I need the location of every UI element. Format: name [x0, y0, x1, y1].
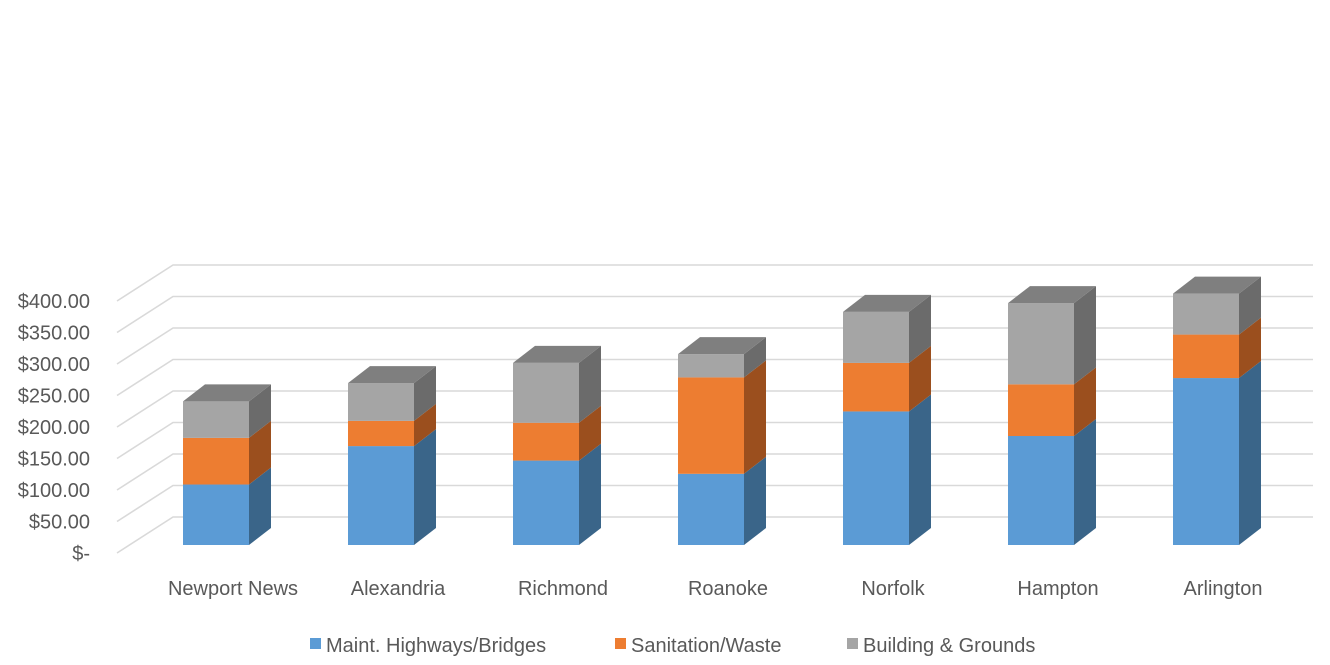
bar-side-maint-highways-bridges [909, 394, 931, 545]
bar-segment [678, 377, 744, 474]
bar-segment [843, 411, 909, 545]
legend-swatch [847, 638, 858, 649]
bar-segment [183, 401, 249, 438]
y-tick-label: $250.00 [18, 386, 90, 408]
bar-side-maint-highways-bridges [1074, 419, 1096, 545]
y-tick-label: $50.00 [29, 512, 90, 534]
bar-segment [678, 473, 744, 545]
bar-segment [1173, 378, 1239, 545]
legend-label: Building & Grounds [863, 635, 1035, 657]
gridlines [116, 264, 1313, 554]
bar-side-maint-highways-bridges [1239, 361, 1261, 545]
bar-side-sanitation-waste [744, 360, 766, 474]
bar-side-building-grounds [1239, 276, 1261, 335]
legend-item: Maint. Highways/Bridges [310, 635, 546, 657]
legend-item: Sanitation/Waste [615, 635, 781, 657]
gridline [116, 358, 1313, 397]
bar-top-face [348, 366, 436, 384]
legend-swatch [615, 638, 626, 649]
bar-side-sanitation-waste [1239, 317, 1261, 379]
bar-segment [678, 354, 744, 378]
bar-segment [183, 437, 249, 485]
gridline [116, 421, 1313, 460]
x-category-label: Hampton [1017, 578, 1098, 600]
bar-segment [348, 420, 414, 447]
bar-side-maint-highways-bridges [249, 467, 271, 545]
bar-top-face [1173, 276, 1261, 294]
bar-segment [1008, 384, 1074, 437]
bars [183, 276, 1261, 545]
gridline [116, 264, 1313, 302]
x-category-label: Roanoke [688, 578, 768, 600]
bar-side-sanitation-waste [909, 345, 931, 412]
y-tick-label: $200.00 [18, 417, 90, 439]
y-tick-label: $150.00 [18, 449, 90, 471]
bar-side-building-grounds [1074, 286, 1096, 385]
y-axis-tick-labels: $- $50.00 $100.00 $150.00 $200.00 $250.00 $300… [18, 291, 90, 565]
bar-segment [1008, 303, 1074, 385]
bar-side-maint-highways-bridges [744, 456, 766, 545]
bar-top-face [843, 294, 931, 312]
y-tick-label: $300.00 [18, 354, 90, 376]
gridline [116, 453, 1313, 491]
x-category-label: Norfolk [861, 578, 925, 600]
legend-swatch [310, 638, 321, 649]
gridline [116, 484, 1313, 523]
bar-segment [513, 460, 579, 545]
bar-segment [513, 362, 579, 423]
bar-side-maint-highways-bridges [579, 443, 601, 545]
bar-side-building-grounds [414, 366, 436, 421]
gridline [116, 295, 1313, 334]
bar-segment [843, 311, 909, 363]
bar-segment [1173, 293, 1239, 335]
bar-segment [348, 383, 414, 421]
bar-side-building-grounds [744, 337, 766, 378]
legend-item: Building & Grounds [847, 635, 1035, 657]
y-tick-label: $350.00 [18, 323, 90, 345]
gridline [116, 516, 1313, 554]
bar-top-face [1008, 286, 1096, 304]
bar-side-sanitation-waste [1074, 367, 1096, 437]
bar-segment [513, 422, 579, 461]
bar-segment [843, 362, 909, 412]
y-tick-label: $- [72, 543, 90, 565]
bar-top-face [183, 384, 271, 402]
legend-label: Sanitation/Waste [631, 635, 781, 657]
bar-segment [1008, 436, 1074, 545]
y-tick-label: $400.00 [18, 291, 90, 313]
bar-segment [183, 484, 249, 545]
x-category-label: Richmond [518, 578, 608, 600]
bar-side-sanitation-waste [414, 403, 436, 447]
legend-label: Maint. Highways/Bridges [326, 635, 546, 657]
x-category-label: Arlington [1184, 578, 1263, 600]
bar-top-face [513, 345, 601, 363]
gridline [116, 390, 1313, 428]
bar-top-face [678, 337, 766, 355]
bar-segment [348, 446, 414, 545]
bar-side-building-grounds [909, 294, 931, 363]
gridline [116, 327, 1313, 365]
x-axis-category-labels: Newport News Alexandria Richmond Roanoke Nor… [168, 578, 1262, 600]
bar-side-sanitation-waste [579, 405, 601, 461]
bar-side-sanitation-waste [249, 420, 271, 485]
bar-side-building-grounds [579, 345, 601, 423]
x-category-label: Alexandria [351, 578, 446, 600]
x-category-label: Newport News [168, 578, 298, 600]
legend: Maint. Highways/Bridges Sanitation/Waste B… [310, 635, 1035, 657]
y-tick-label: $100.00 [18, 480, 90, 502]
bar-side-maint-highways-bridges [414, 429, 436, 545]
bar-segment [1173, 334, 1239, 379]
bar-side-building-grounds [249, 384, 271, 438]
